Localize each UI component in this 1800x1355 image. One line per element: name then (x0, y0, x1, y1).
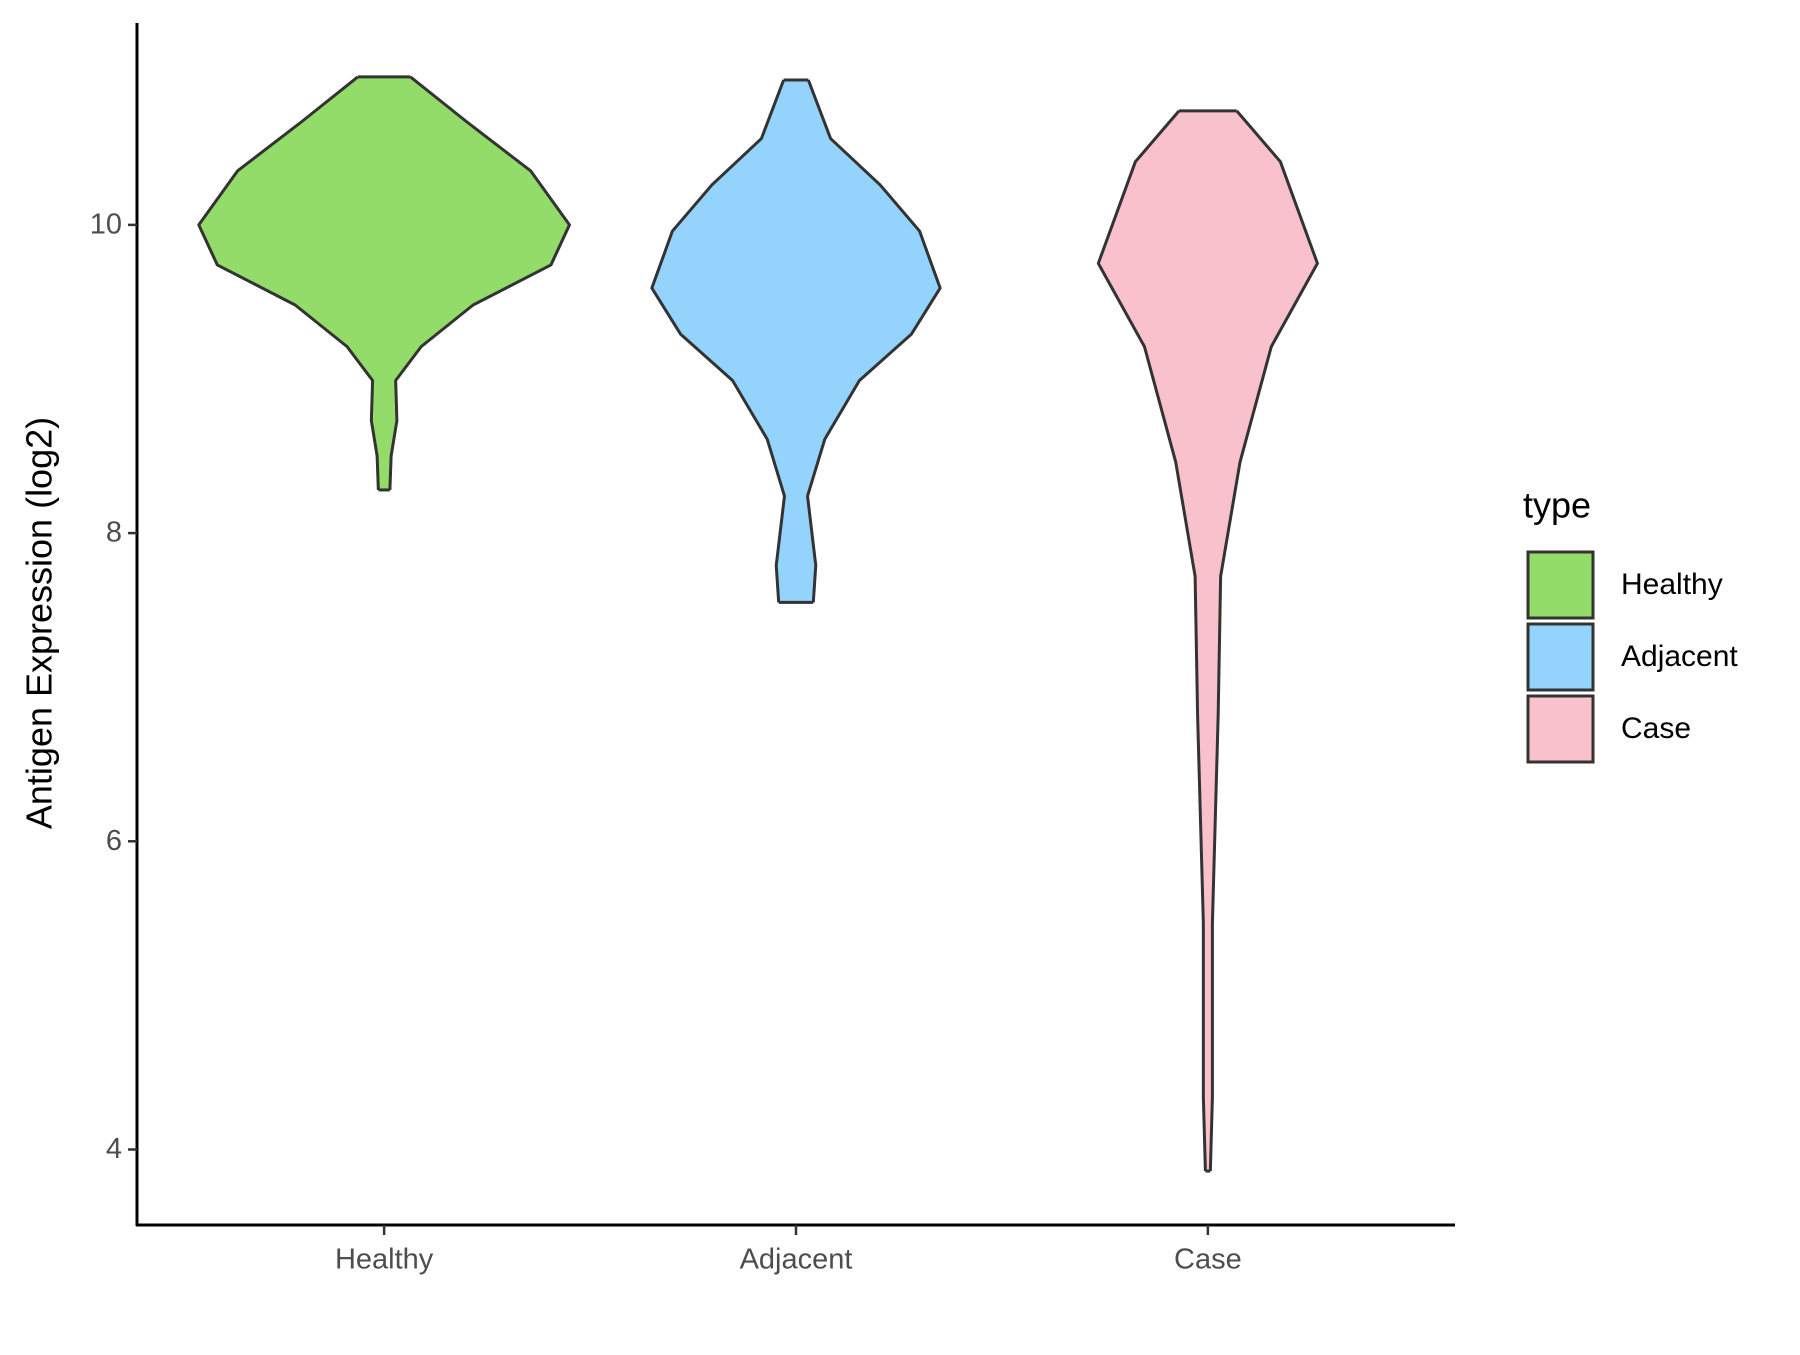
violin-left-edge (650, 79, 786, 603)
y-axis-title: Antigen Expression (log2) (19, 417, 60, 829)
legend-key (1526, 550, 1595, 620)
x-tick-label: Case (1174, 1244, 1242, 1276)
legend-title: type (1523, 485, 1591, 526)
y-tick-label: 4 (106, 1133, 122, 1165)
y-tick-label: 10 (90, 209, 122, 241)
violin-left-edge (197, 75, 380, 490)
legend-label: Adjacent (1621, 640, 1738, 673)
legend-key (1526, 694, 1595, 764)
x-tick-label: Healthy (335, 1244, 434, 1276)
violin-left-edge (1096, 109, 1207, 1172)
y-tick-label: 8 (106, 517, 122, 549)
violin-body (198, 76, 570, 490)
violin-body (1098, 110, 1318, 1172)
legend-label: Case (1621, 712, 1691, 745)
violin-right-edge (1208, 109, 1319, 1172)
x-tick-label: Adjacent (740, 1244, 853, 1276)
violin-body (651, 80, 941, 603)
violin-right-edge (388, 75, 571, 490)
y-tick-label: 6 (106, 825, 122, 857)
violin-right-edge (806, 79, 942, 603)
legend-label: Healthy (1621, 568, 1723, 601)
legend-key (1526, 622, 1595, 692)
